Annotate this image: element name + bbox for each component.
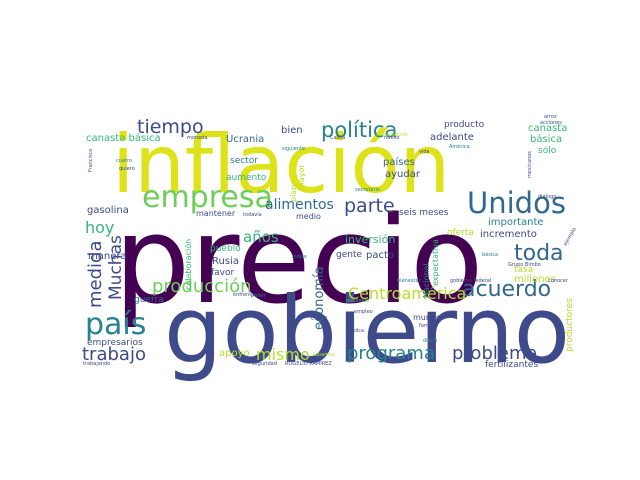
word-mexicanos: mexicanos: [527, 151, 533, 178]
word-calica: Calica: [330, 135, 345, 141]
word-diario: diario: [423, 338, 437, 344]
word-programa: programa: [347, 343, 435, 364]
word-indice: índice: [292, 253, 307, 260]
word-empresa: empresa: [142, 180, 273, 215]
word-nuevo: nuevo: [384, 135, 399, 141]
word-covid: COVID: [311, 316, 327, 322]
word-solo: sólo: [538, 145, 557, 156]
word-plan: plan: [289, 185, 298, 202]
word-manera: manera: [88, 251, 127, 262]
word-empleo: empleo: [354, 309, 373, 315]
word-pacto: pacto: [366, 250, 394, 261]
word-todavia: todavía: [243, 211, 262, 218]
word-favor: favor: [211, 268, 235, 278]
word-moneda: moneda: [187, 135, 207, 141]
word-vida: vida: [419, 149, 430, 155]
word-medida: medida: [85, 241, 106, 309]
word-america: América: [449, 143, 470, 150]
word-enfrentar: enfrentar: [233, 292, 257, 298]
word-conocer: conocer: [548, 278, 569, 284]
word-precio: precio: [114, 192, 483, 331]
word-gasolina: gasolina: [87, 205, 129, 216]
word-poder: poder: [251, 293, 266, 299]
word-adelante: adelante: [430, 132, 474, 143]
word-incremento: incremento: [480, 229, 537, 240]
word-alimentos: alimentos: [265, 197, 334, 213]
word-bien: bien: [281, 125, 303, 136]
word-mantener: mantener: [196, 209, 236, 218]
word-oferta: oferta: [447, 228, 474, 238]
word-producto: producto: [444, 120, 485, 130]
word-gobierno: gobierno: [164, 277, 570, 384]
word-nacional: Nacional: [422, 263, 431, 298]
word-ayudar: ayudar: [385, 169, 421, 180]
word-ucrania: Ucrania: [226, 134, 264, 145]
word-francisco: Francisco: [88, 149, 94, 172]
word-tiempo: tiempo: [137, 116, 204, 138]
word-fertilizantes: fertilizantes: [485, 360, 538, 370]
word-basica: básica: [530, 133, 562, 145]
word-toda: toda: [514, 241, 564, 266]
word-millones: millones: [514, 274, 556, 285]
word-familia: familia: [419, 323, 436, 329]
word-siguiente: siguiente: [282, 146, 305, 152]
word-seis-meses: seis meses: [399, 208, 449, 218]
word-unidos: Unidos: [467, 186, 566, 220]
word-centroamerica: Centroamérica: [348, 284, 466, 303]
word-dialogo: diálogo: [538, 193, 556, 200]
word-secretario: secretario: [355, 187, 380, 193]
word-rusia: Rusia: [212, 256, 239, 267]
word-mismo: mismo: [256, 345, 310, 364]
word-gobierno-federal: gobierno federal: [450, 278, 491, 284]
word-produccion: producción: [152, 276, 252, 297]
word-paises: países: [383, 156, 415, 168]
word-sector: sector: [230, 156, 258, 166]
word-tasa: tasa: [514, 265, 533, 275]
word-rogelio-ramirez: ROGELIO RAMÍREZ: [285, 360, 332, 367]
word-muchas: Muchas: [106, 235, 126, 300]
word-importante: importante: [488, 217, 544, 228]
word-trabajo: trabajo: [82, 344, 146, 365]
word-bienestar: bienestar: [397, 278, 422, 284]
word-grupo-bimbo: Grupo Bimbo: [508, 262, 541, 268]
word-acuerdo: acuerdo: [462, 277, 551, 302]
word-parte: parte: [344, 195, 395, 217]
word-expectativa: expectativa: [431, 239, 440, 286]
word-hoy: hoy: [85, 218, 114, 237]
word-canasta-basica: canasta básica: [86, 132, 161, 144]
word-trabajando: trabajando: [83, 361, 110, 367]
word-ejemplo: ejemplo: [563, 227, 578, 247]
word-gente: gente: [336, 250, 362, 260]
word-mundo: mundo: [413, 313, 441, 322]
word-inflacion: inflación: [112, 118, 450, 211]
word-canasta: canasta: [528, 123, 567, 134]
word-apoyo: apoyo: [219, 348, 250, 359]
word-tabamos: tabamos: [313, 352, 335, 358]
word-seguridad: seguridad: [252, 361, 277, 367]
word-arroz: arroz: [544, 114, 557, 120]
word-acciones: acciones: [540, 120, 562, 126]
word-productores: productores: [565, 298, 575, 352]
word-publica: pública: [346, 327, 364, 334]
word-mayor: mayor: [297, 164, 306, 190]
word-medio: medio: [296, 212, 321, 221]
word-pueblo: pueblo: [210, 244, 241, 254]
word-pais: país: [85, 307, 146, 342]
word-inversion: inversión: [345, 233, 395, 246]
word-economia: economía: [312, 266, 327, 330]
word-anos: años: [243, 228, 279, 246]
word-empresarios: empresarios: [87, 338, 143, 348]
word-basica-small: básica: [482, 251, 498, 258]
word-trabajadores: trabajadores: [376, 132, 408, 138]
word-colaboracion: colaboración: [183, 239, 193, 290]
word-aumento: aumento: [226, 173, 267, 183]
word-politica: política: [321, 118, 397, 142]
word-problema: problema: [452, 343, 538, 364]
word-guerra: guerra: [134, 295, 164, 305]
word-podemos: podemos: [346, 298, 369, 304]
word-cuatro: cuatro: [116, 158, 132, 164]
word-quiero: quiero: [119, 166, 135, 172]
